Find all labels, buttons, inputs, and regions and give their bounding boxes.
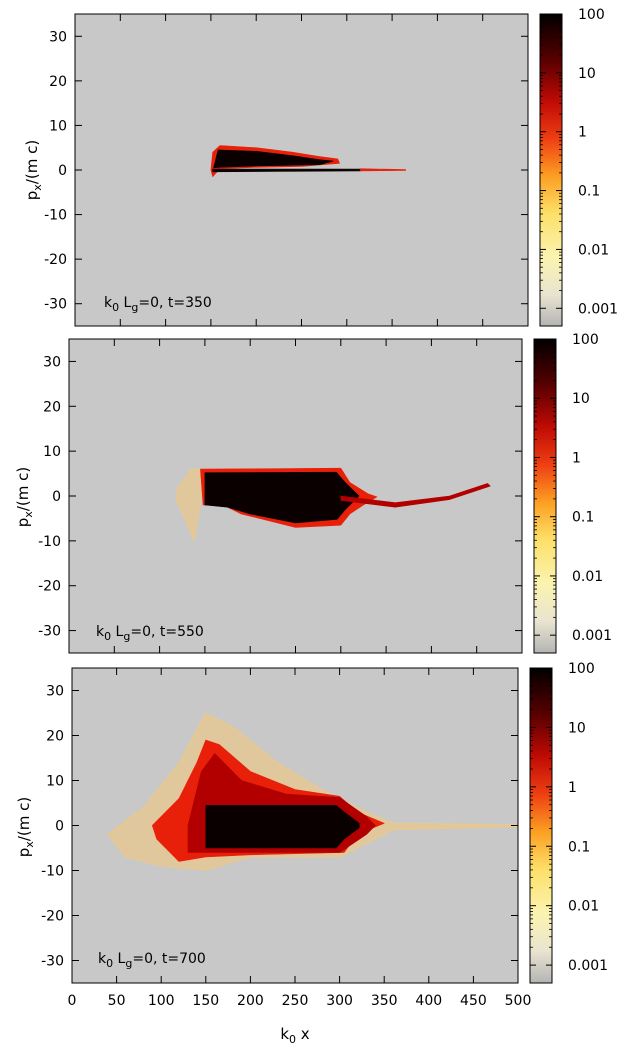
y-tick-label: 0: [55, 819, 64, 835]
panel-1-plot: 30 20 10 0 -10 -20 -30: [44, 13, 529, 327]
x-tick-label: 250: [282, 993, 309, 1009]
colorbar-tick-label: 1: [572, 450, 581, 466]
colorbar-tick-label: 10: [568, 720, 586, 736]
panel-1-annotation: k0 Lg=0, t=350: [104, 295, 212, 314]
panel-2-ylabel: px/(m c): [14, 467, 35, 527]
panel-3-ylabel: px/(m c): [15, 797, 36, 857]
colorbar-tick-label: 0.001: [568, 958, 608, 974]
y-tick-label: 30: [49, 29, 67, 45]
panel-1-colorbar: 100 10 1 0.1 0.01 0.001: [539, 7, 618, 327]
colorbar-tick-label: 0.1: [568, 839, 590, 855]
panel-2-annotation: k0 Lg=0, t=550: [96, 624, 204, 643]
x-tick-label: 100: [148, 993, 175, 1009]
colorbar-gradient: [533, 338, 557, 654]
y-tick-label: 10: [46, 774, 64, 790]
density-region-high: [204, 471, 360, 524]
y-tick-label: -30: [38, 624, 61, 640]
y-tick-label: -30: [44, 297, 67, 313]
colorbar-tick-label: 0.001: [578, 301, 618, 317]
panel-1-ylabel: px/(m c): [23, 140, 44, 200]
density-region-mid: [340, 483, 491, 508]
density-region-faint: [175, 468, 204, 542]
colorbar-gradient: [539, 13, 563, 327]
x-tick-label: 350: [371, 993, 398, 1009]
colorbar-tick-label: 100: [572, 332, 599, 348]
x-tick-label: 50: [108, 993, 126, 1009]
y-tick-label: 20: [43, 399, 61, 415]
density-region-high: [213, 149, 334, 169]
y-tick-label: -10: [38, 534, 61, 550]
panel-3-colorbar: 100 10 1 0.1 0.01 0.001: [529, 661, 608, 984]
y-tick-label: 10: [43, 444, 61, 460]
y-tick-label: 30: [43, 354, 61, 370]
density-region-low: [360, 168, 407, 172]
colorbar-tick-label: 100: [568, 661, 595, 677]
y-tick-label: -10: [41, 864, 64, 880]
colorbar-tick-label: 10: [578, 66, 596, 82]
colorbar-tick-label: 10: [572, 391, 590, 407]
panel-2-plot: 30 20 10 0 -10 -20 -30: [38, 338, 523, 654]
colorbar-tick-label: 0.001: [572, 628, 612, 644]
colorbar-tick-label: 0.01: [572, 569, 603, 585]
x-tick-label: 500: [505, 993, 532, 1009]
colorbar-tick-label: 0.1: [578, 184, 600, 200]
panel-3-xlabel: k0 x: [280, 1025, 309, 1046]
y-tick-label: 30: [46, 684, 64, 700]
colorbar-gradient: [529, 667, 553, 984]
y-tick-label: -20: [41, 909, 64, 925]
panel-2-colorbar: 100 10 1 0.1 0.01 0.001: [533, 332, 612, 654]
y-tick-label: 20: [49, 74, 67, 90]
y-tick-label: 10: [49, 118, 67, 134]
colorbar-tick-label: 1: [568, 780, 577, 796]
colorbar-tick-label: 0.01: [578, 242, 609, 258]
panel-3-annotation: k0 Lg=0, t=700: [98, 951, 206, 970]
y-tick-label: -10: [44, 208, 67, 224]
colorbar-tick-label: 0.1: [572, 510, 594, 526]
density-region-high: [205, 804, 360, 849]
colorbar-tick-label: 1: [578, 125, 587, 141]
x-tick-label: 0: [68, 993, 77, 1009]
y-tick-label: -20: [38, 579, 61, 595]
x-tick-label: 400: [415, 993, 442, 1009]
y-tick-label: 0: [52, 489, 61, 505]
x-tick-label: 200: [237, 993, 264, 1009]
colorbar-tick-label: 0.01: [568, 899, 599, 915]
y-tick-label: 0: [58, 163, 67, 179]
x-tick-label: 150: [192, 993, 219, 1009]
colorbar-tick-label: 100: [578, 7, 605, 23]
y-tick-label: -20: [44, 252, 67, 268]
x-tick-label: 450: [460, 993, 487, 1009]
y-tick-label: -30: [41, 954, 64, 970]
x-tick-label: 300: [326, 993, 353, 1009]
y-tick-label: 20: [46, 729, 64, 745]
